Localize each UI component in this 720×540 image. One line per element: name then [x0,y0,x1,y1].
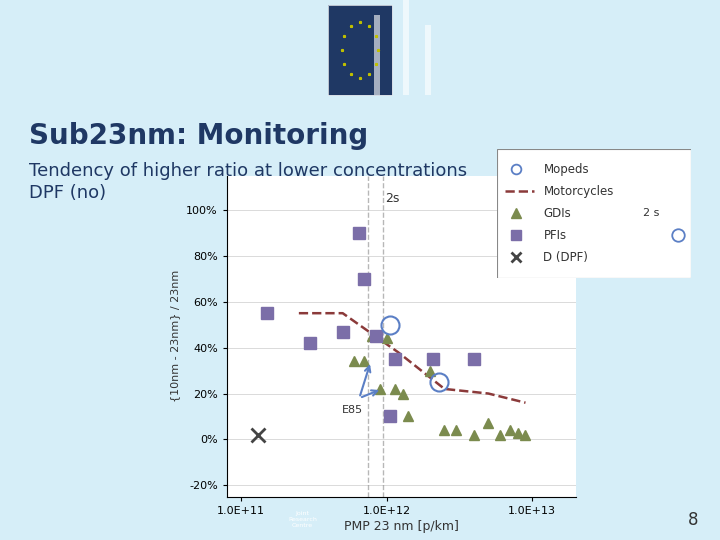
Text: 2 s: 2 s [642,208,659,218]
Text: PFIs: PFIs [544,229,567,242]
Bar [328,5,392,95]
Y-axis label: {10nm - 23nm} / 23nm: {10nm - 23nm} / 23nm [171,270,181,402]
Text: D (DPF): D (DPF) [544,251,588,264]
Text: Sub23nm: Monitoring: Sub23nm: Monitoring [29,122,368,150]
Text: Motorcycles: Motorcycles [544,185,614,198]
FancyBboxPatch shape [497,148,691,278]
Text: Joint
Research
Centre: Joint Research Centre [288,511,317,528]
Text: Tendency of higher ratio at lower concentrations: Tendency of higher ratio at lower concen… [29,162,467,180]
Text: 8: 8 [688,511,698,529]
Bar [403,0,409,95]
X-axis label: PMP 23 nm [p/km]: PMP 23 nm [p/km] [344,520,459,533]
Bar [425,25,431,95]
Text: 2s: 2s [385,192,400,205]
Bar [328,5,392,95]
Text: Mopeds: Mopeds [544,163,589,176]
Text: GDIs: GDIs [544,207,571,220]
Bar [374,15,380,95]
Text: DPF (no): DPF (no) [29,184,106,201]
Text: E85: E85 [341,405,363,415]
